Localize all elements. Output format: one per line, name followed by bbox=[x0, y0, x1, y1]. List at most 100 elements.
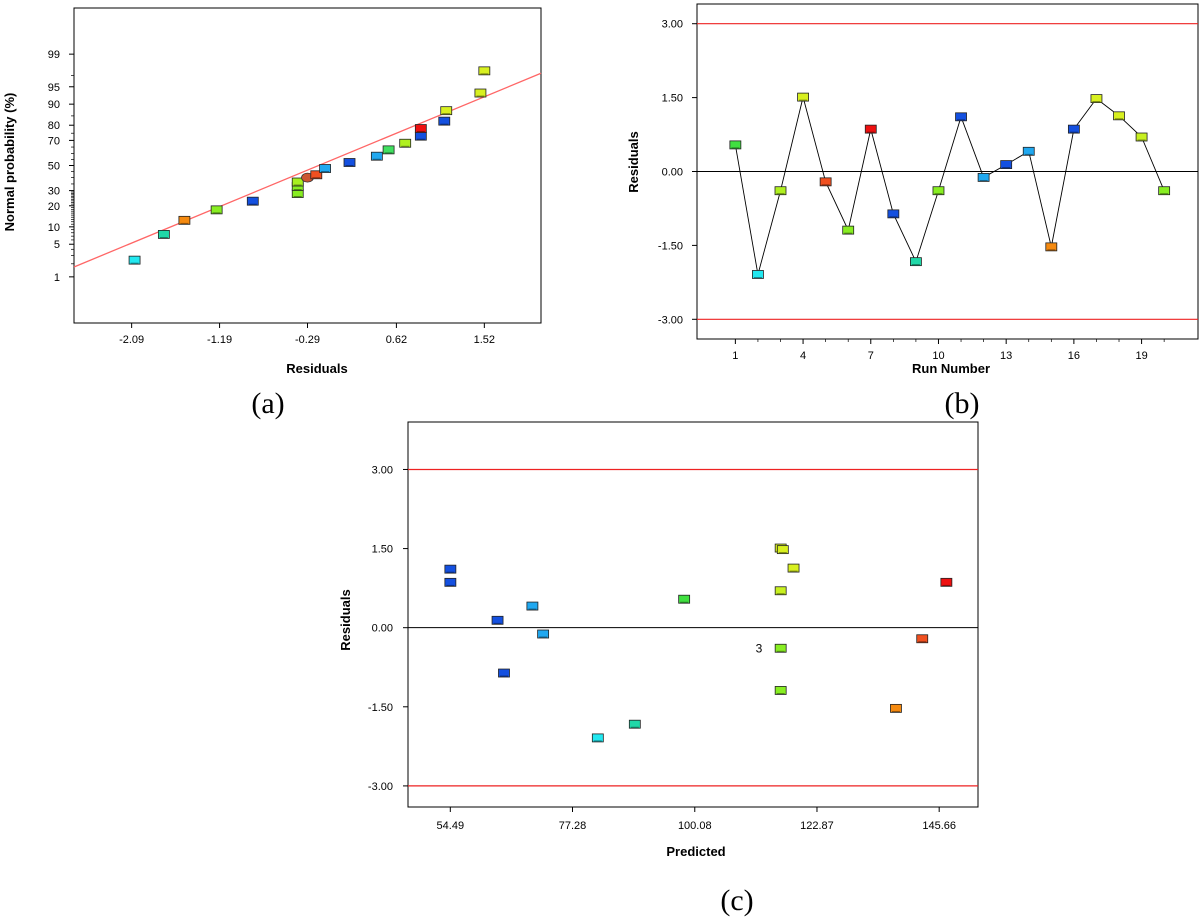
data-point-b-body bbox=[932, 186, 945, 196]
data-point-c-body bbox=[890, 703, 902, 713]
y-tick-label-c: -3.00 bbox=[368, 781, 393, 793]
data-point-c bbox=[444, 564, 457, 574]
data-point-b-body bbox=[1135, 132, 1148, 142]
x-tick-label-b: 10 bbox=[932, 350, 944, 362]
data-point-a bbox=[343, 158, 356, 167]
data-point-b-body bbox=[1113, 111, 1125, 121]
data-point-b bbox=[1022, 146, 1035, 156]
x-tick-label-b: 16 bbox=[1068, 350, 1080, 362]
normal-probability-plot: -2.09 -1.19 -0.29 0.62 1.52 1 5 10 20 30 50 70 80 90 9… bbox=[2, 7, 542, 420]
data-point-a bbox=[414, 124, 427, 133]
data-point-c bbox=[537, 629, 550, 639]
plot-area-c bbox=[407, 421, 979, 808]
y-tick-label-a: 10 bbox=[48, 222, 60, 234]
data-point-c bbox=[774, 686, 787, 695]
x-axis-label-a: Residuals bbox=[286, 361, 347, 376]
data-point-b-body bbox=[1090, 94, 1103, 103]
x-tick-label-a: -2.09 bbox=[119, 334, 144, 346]
data-point-b bbox=[1158, 186, 1171, 196]
y-axis-label-a: Normal probability (%) bbox=[2, 93, 17, 232]
data-point-a bbox=[399, 138, 412, 148]
data-point-b bbox=[752, 270, 764, 279]
x-tick-label-a: -1.19 bbox=[207, 334, 232, 346]
x-tick-label-c: 54.49 bbox=[437, 820, 465, 832]
data-point-c bbox=[491, 615, 504, 625]
data-point-c-body bbox=[787, 563, 800, 573]
data-point-c bbox=[628, 719, 641, 729]
residuals-vs-predicted-plot: 54.49 77.28 100.08 122.87 145.66 -3.00 -1.50 0.… bbox=[338, 421, 979, 917]
data-point-c bbox=[787, 563, 800, 573]
data-point-b-body bbox=[1067, 124, 1080, 134]
data-point-b bbox=[1067, 124, 1080, 134]
data-point-b-body bbox=[729, 140, 742, 150]
x-axis-label-c: Predicted bbox=[666, 844, 725, 859]
data-point-a bbox=[157, 230, 170, 239]
data-point-c-body bbox=[444, 564, 457, 574]
y-tick-label-b: 3.00 bbox=[662, 19, 683, 31]
data-point-a bbox=[474, 88, 487, 98]
y-tick-label-b: 0.00 bbox=[662, 167, 683, 179]
data-point-a bbox=[414, 131, 427, 141]
residuals-vs-run-plot: 1 4 7 10 13 16 19 -3.00 -1.50 0.00 1.50 3.00 Run Nu… bbox=[626, 3, 1199, 420]
data-point-c-body bbox=[628, 719, 641, 729]
y-tick-label-a: 1 bbox=[54, 272, 60, 284]
x-tick-label-b: 19 bbox=[1135, 350, 1147, 362]
data-point-a-body bbox=[478, 66, 491, 76]
y-tick-label-a: 99 bbox=[48, 49, 60, 61]
y-tick-label-b: -1.50 bbox=[658, 240, 683, 252]
data-point-a-body bbox=[319, 164, 331, 173]
data-point-a bbox=[370, 151, 383, 161]
data-point-c-body bbox=[444, 577, 457, 587]
data-point-b-body bbox=[752, 270, 764, 279]
panel-label-c: (c) bbox=[720, 884, 753, 917]
data-point-c bbox=[774, 643, 787, 653]
data-point-b-body bbox=[864, 124, 877, 134]
data-point-c-body bbox=[776, 545, 789, 555]
data-point-c-body bbox=[491, 615, 504, 625]
data-point-c bbox=[526, 601, 539, 611]
data-point-a-body bbox=[474, 88, 487, 98]
data-point-c bbox=[444, 577, 457, 587]
data-point-a-body bbox=[440, 106, 453, 116]
data-point-a-body bbox=[157, 230, 170, 239]
data-point-c bbox=[678, 594, 691, 604]
data-point-c-body bbox=[774, 643, 787, 653]
data-point-b-body bbox=[774, 186, 787, 196]
data-point-b bbox=[774, 186, 787, 196]
x-tick-label-c: 122.87 bbox=[800, 820, 834, 832]
data-point-c-body bbox=[498, 668, 510, 678]
data-point-c bbox=[890, 703, 902, 713]
data-point-b-body bbox=[819, 177, 832, 187]
x-tick-label-b: 4 bbox=[800, 350, 806, 362]
data-point-a bbox=[478, 66, 491, 76]
data-point-a-body bbox=[370, 151, 383, 161]
y-tick-label-b: -3.00 bbox=[658, 314, 683, 326]
data-point-b-body bbox=[977, 173, 990, 182]
data-point-c-body bbox=[591, 733, 604, 743]
data-point-a-body bbox=[310, 170, 323, 180]
data-point-a-body bbox=[246, 196, 259, 206]
y-tick-label-c: 0.00 bbox=[372, 623, 393, 635]
y-tick-label-a: 5 bbox=[54, 239, 60, 251]
data-point-a-body bbox=[128, 255, 141, 265]
data-point-c bbox=[498, 668, 510, 678]
data-point-a bbox=[440, 106, 453, 116]
data-point-b-body bbox=[1045, 242, 1058, 252]
x-tick-label-a: -0.29 bbox=[295, 334, 320, 346]
panel-label-b: (b) bbox=[945, 387, 980, 420]
residual-series-line bbox=[734, 96, 1165, 275]
data-point-c-body bbox=[774, 686, 787, 695]
data-point-a-body bbox=[291, 177, 304, 187]
data-point-b bbox=[1000, 160, 1013, 170]
data-point-b bbox=[1045, 242, 1058, 252]
data-point-b bbox=[1135, 132, 1148, 142]
y-tick-label-a: 30 bbox=[48, 186, 60, 198]
data-point-b bbox=[887, 209, 900, 219]
data-point-b bbox=[729, 140, 742, 150]
data-point-b bbox=[797, 92, 809, 102]
data-point-c-body bbox=[526, 601, 539, 611]
data-point-c-body bbox=[678, 594, 691, 604]
data-point-c-body bbox=[537, 629, 550, 639]
data-point-b-body bbox=[797, 92, 809, 102]
data-point-a-body bbox=[382, 145, 395, 155]
